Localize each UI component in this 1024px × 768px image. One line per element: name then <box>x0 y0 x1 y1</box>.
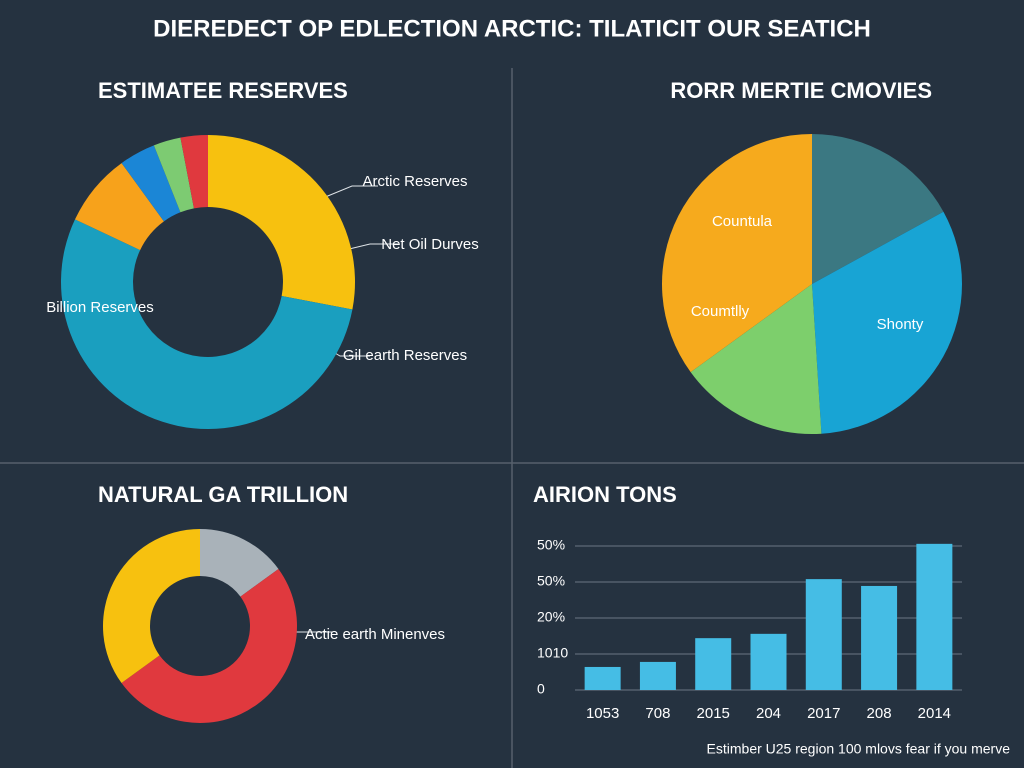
slice <box>153 137 194 213</box>
slice-label: Countula <box>712 213 773 230</box>
y-tick-label: 50% <box>537 537 565 553</box>
chart-title: NATURAL GA TRILLION <box>98 482 348 507</box>
page-title: DIEREDECT OP EDLECTION ARCTIC: TILATICIT… <box>153 15 871 42</box>
bar <box>805 579 842 690</box>
slice <box>812 211 963 434</box>
x-tick-label: 208 <box>867 705 892 722</box>
y-tick-label: 1010 <box>537 645 568 661</box>
y-tick-label: 20% <box>537 609 565 625</box>
footnote: Estimber U25 region 100 mlovs fear if yo… <box>707 741 1011 757</box>
slice <box>208 135 355 310</box>
bar <box>695 638 732 690</box>
annotation: Billion Reserves <box>46 299 154 316</box>
y-tick-label: 50% <box>537 573 565 589</box>
slice <box>60 219 353 429</box>
slice <box>121 568 298 724</box>
slice <box>200 529 279 597</box>
chart-title: RORR MERTIE CMOVIES <box>670 78 932 103</box>
slice <box>180 135 208 209</box>
slice <box>121 145 181 222</box>
bar <box>750 633 787 690</box>
bar <box>861 585 898 690</box>
y-tick-label: 0 <box>537 681 545 697</box>
slice-label: Coumtlly <box>691 303 750 320</box>
chart-title: AIRION TONS <box>533 482 677 507</box>
x-tick-label: 708 <box>645 705 670 722</box>
slice <box>74 163 164 251</box>
bar <box>639 661 676 690</box>
slice <box>102 529 200 684</box>
slice-label: Shonty <box>877 316 924 333</box>
bar <box>584 666 621 690</box>
x-tick-label: 1053 <box>586 705 619 722</box>
slice-label: Actie earth Minenves <box>305 626 445 643</box>
slice <box>662 134 812 373</box>
x-tick-label: 2015 <box>697 705 730 722</box>
x-tick-label: 204 <box>756 705 781 722</box>
slice <box>690 284 822 434</box>
slice-label: Arctic Reserves <box>362 173 467 190</box>
bar <box>916 543 953 690</box>
x-tick-label: 2014 <box>918 705 951 722</box>
x-tick-label: 2017 <box>807 705 840 722</box>
slice <box>812 134 944 284</box>
annotation: Net Oil Durves <box>381 236 479 253</box>
leader-line <box>344 243 398 251</box>
chart-title: ESTIMATEE RESERVES <box>98 78 348 103</box>
slice-label: Gil earth Reserves <box>343 347 467 364</box>
leader-line <box>317 185 378 201</box>
